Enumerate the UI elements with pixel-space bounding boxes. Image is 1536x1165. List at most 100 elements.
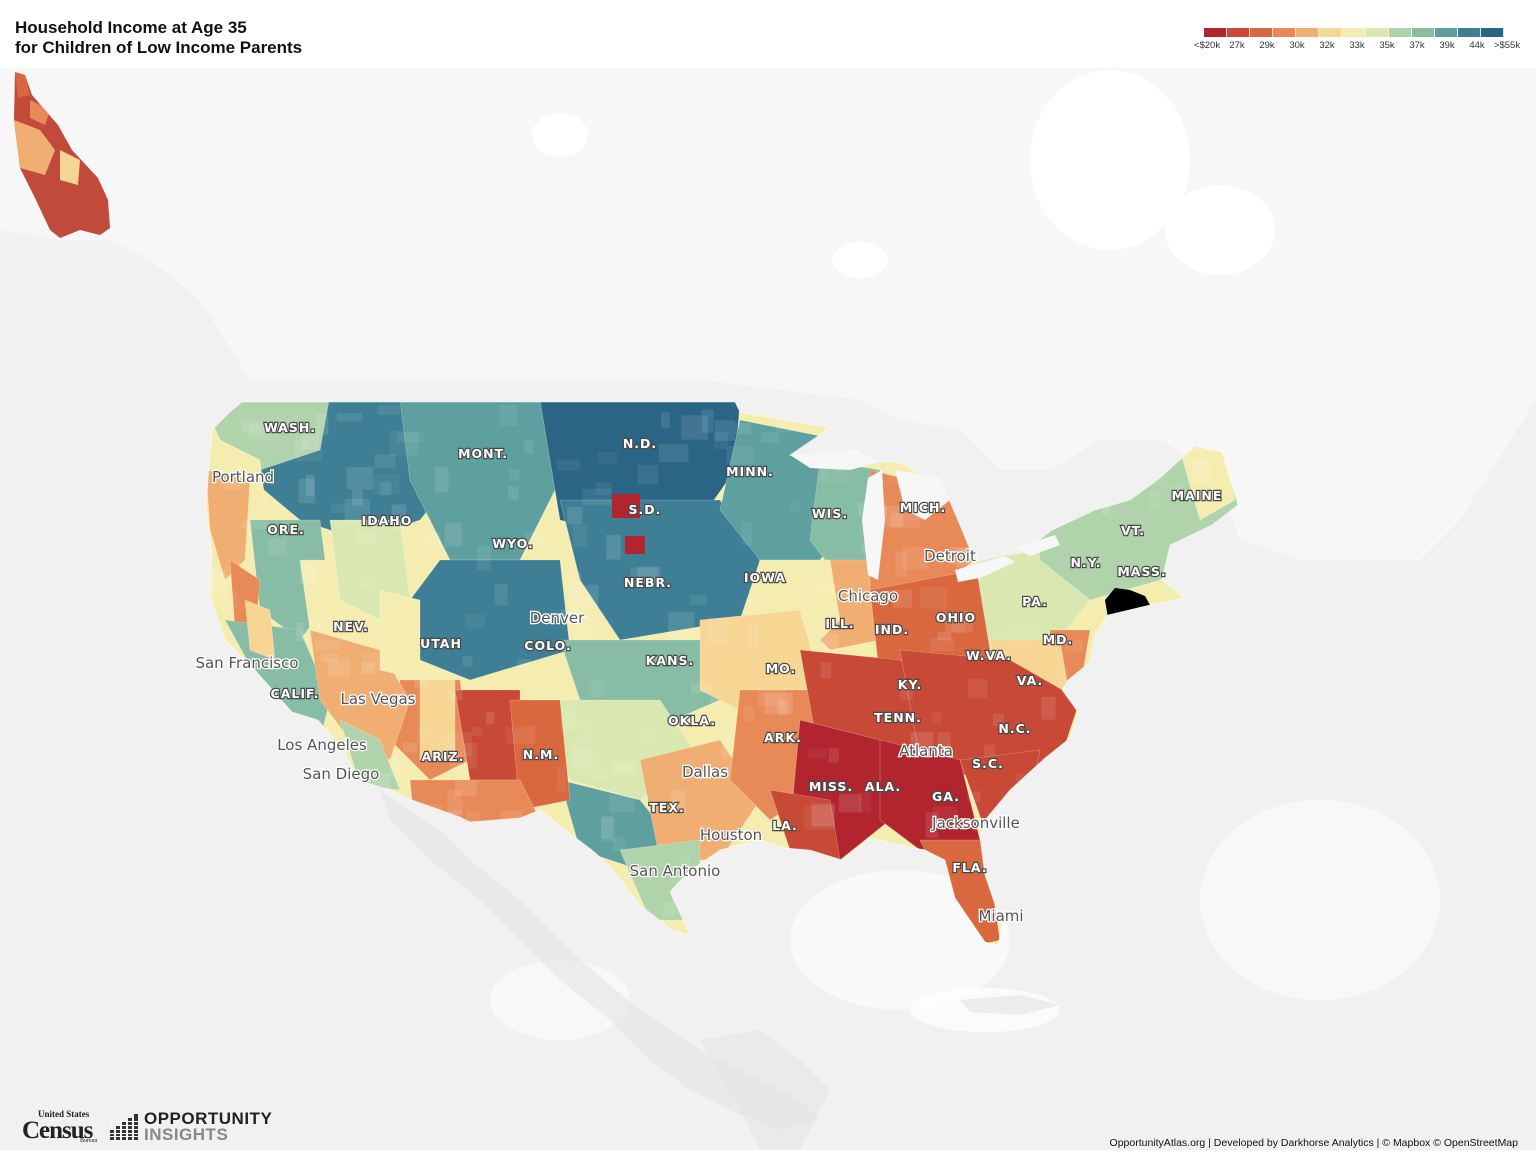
- income-regions: [200, 395, 1238, 945]
- city-label: Portland: [212, 468, 274, 486]
- state-label: LA.: [772, 818, 798, 833]
- income-region[interactable]: [1179, 449, 1236, 521]
- legend-swatch: [1457, 28, 1481, 37]
- selected-region-highlight[interactable]: [1105, 588, 1150, 618]
- state-label: FLA.: [952, 860, 987, 875]
- legend-labels: <$20k 27k 29k 30k 32k 33k 35k 37k 39k 44…: [1190, 40, 1520, 54]
- legend-swatch: [1204, 28, 1228, 37]
- title-line-1: Household Income at Age 35: [15, 18, 247, 37]
- legend-swatch: [1273, 28, 1297, 37]
- state-label: MD.: [1043, 632, 1074, 647]
- state-label: ORE.: [267, 522, 305, 537]
- city-label: San Diego: [303, 765, 380, 783]
- legend-swatch: [1227, 28, 1251, 37]
- income-region[interactable]: [200, 395, 331, 471]
- state-label: MISS.: [809, 779, 853, 794]
- state-label: WASH.: [264, 420, 316, 435]
- state-label: VT.: [1121, 523, 1145, 538]
- state-label: IDAHO: [362, 513, 413, 528]
- income-region[interactable]: [419, 679, 456, 761]
- city-label: San Francisco: [195, 654, 298, 672]
- state-label: ARK.: [764, 730, 802, 745]
- city-label: Atlanta: [899, 742, 953, 760]
- city-label: San Antonio: [630, 862, 721, 880]
- state-label: IOWA: [744, 570, 786, 585]
- state-label: MONT.: [458, 446, 508, 461]
- city-label: Los Angeles: [277, 736, 367, 754]
- state-label: GA.: [932, 789, 960, 804]
- city-label: Miami: [978, 907, 1023, 925]
- color-legend: <$20k 27k 29k 30k 32k 33k 35k 37k 39k 44…: [1190, 28, 1520, 54]
- opportunity-insights-logo[interactable]: OPPORTUNITY INSIGHTS: [110, 1109, 273, 1144]
- state-label: UTAH: [420, 636, 462, 651]
- census-logo-bottom: Bureau: [80, 1138, 98, 1144]
- legend-label: 44k: [1469, 40, 1485, 51]
- legend-swatch: [1250, 28, 1274, 37]
- income-region[interactable]: [339, 719, 401, 791]
- income-region[interactable]: [625, 536, 645, 554]
- state-label: VA.: [1017, 673, 1043, 688]
- map-attribution[interactable]: OpportunityAtlas.org | Developed by Dark…: [1109, 1137, 1518, 1149]
- legend-swatch: [1388, 28, 1412, 37]
- census-bureau-logo[interactable]: United States Census Bureau: [22, 1109, 100, 1145]
- title-line-2: for Children of Low Income Parents: [15, 38, 303, 57]
- state-label: PA.: [1022, 594, 1048, 609]
- bars-icon: [110, 1114, 138, 1140]
- legend-swatch: [1319, 28, 1343, 37]
- state-label: N.M.: [523, 747, 559, 762]
- oi-logo-line-2: INSIGHTS: [144, 1125, 229, 1144]
- legend-swatch: [1296, 28, 1320, 37]
- state-label: KANS.: [646, 653, 695, 668]
- state-label: NEBR.: [624, 575, 672, 590]
- income-region[interactable]: [509, 699, 571, 811]
- state-label: OHIO: [936, 610, 976, 625]
- state-label: MINN.: [726, 464, 774, 479]
- city-label: Detroit: [924, 547, 976, 565]
- legend-label: 39k: [1439, 40, 1455, 51]
- state-label: ARIZ.: [422, 749, 465, 764]
- state-label: TEX.: [649, 800, 684, 815]
- state-label: MASS.: [1117, 564, 1166, 579]
- legend-swatch: [1480, 28, 1505, 37]
- map-title: Household Income at Age 35 for Children …: [15, 18, 302, 58]
- city-label: Chicago: [838, 587, 898, 605]
- oi-logo-line-1: OPPORTUNITY: [144, 1109, 273, 1128]
- city-label: Jacksonville: [931, 814, 1020, 832]
- state-label: N.C.: [998, 721, 1031, 736]
- state-label: TENN.: [874, 710, 922, 725]
- legend-label: 30k: [1289, 40, 1305, 51]
- state-label: S.C.: [972, 756, 1004, 771]
- legend-label: 32k: [1319, 40, 1335, 51]
- income-region[interactable]: [379, 589, 421, 681]
- state-label: IND.: [875, 622, 909, 637]
- legend-label: 35k: [1379, 40, 1395, 51]
- state-label: ALA.: [865, 779, 901, 794]
- state-label: WYO.: [492, 536, 534, 551]
- legend-label: 27k: [1229, 40, 1245, 51]
- footer-logos: United States Census Bureau OPPORTUNITY …: [22, 1109, 273, 1145]
- state-label: N.D.: [623, 436, 657, 451]
- state-label: MICH.: [900, 500, 946, 515]
- legend-label: <$20k: [1193, 40, 1221, 51]
- state-label: CALIF.: [271, 686, 320, 701]
- census-logo-top: United States: [38, 1109, 90, 1119]
- state-label: KY.: [898, 677, 922, 692]
- legend-label: 29k: [1259, 40, 1275, 51]
- legend-color-bar: [1204, 28, 1505, 37]
- income-region[interactable]: [244, 599, 276, 661]
- city-labels: Portland San Francisco Las Vegas Los Angele…: [194, 467, 1025, 927]
- legend-label: 37k: [1409, 40, 1425, 51]
- city-label: Houston: [700, 826, 762, 844]
- income-region[interactable]: [612, 494, 640, 518]
- legend-label: 33k: [1349, 40, 1365, 51]
- legend-swatch: [1434, 28, 1458, 37]
- legend-label: >$55k: [1493, 40, 1521, 51]
- legend-swatch: [1342, 28, 1366, 37]
- income-region[interactable]: [639, 739, 761, 861]
- state-label: S.D.: [629, 502, 662, 517]
- income-region[interactable]: [299, 559, 346, 631]
- choropleth-map[interactable]: WASH. MONT. N.D. MINN. WIS. MICH. MAINE VT. N.Y.…: [0, 68, 1536, 1150]
- state-label: MAINE: [1172, 488, 1223, 503]
- legend-swatch: [1411, 28, 1435, 37]
- state-label: MO.: [766, 661, 797, 676]
